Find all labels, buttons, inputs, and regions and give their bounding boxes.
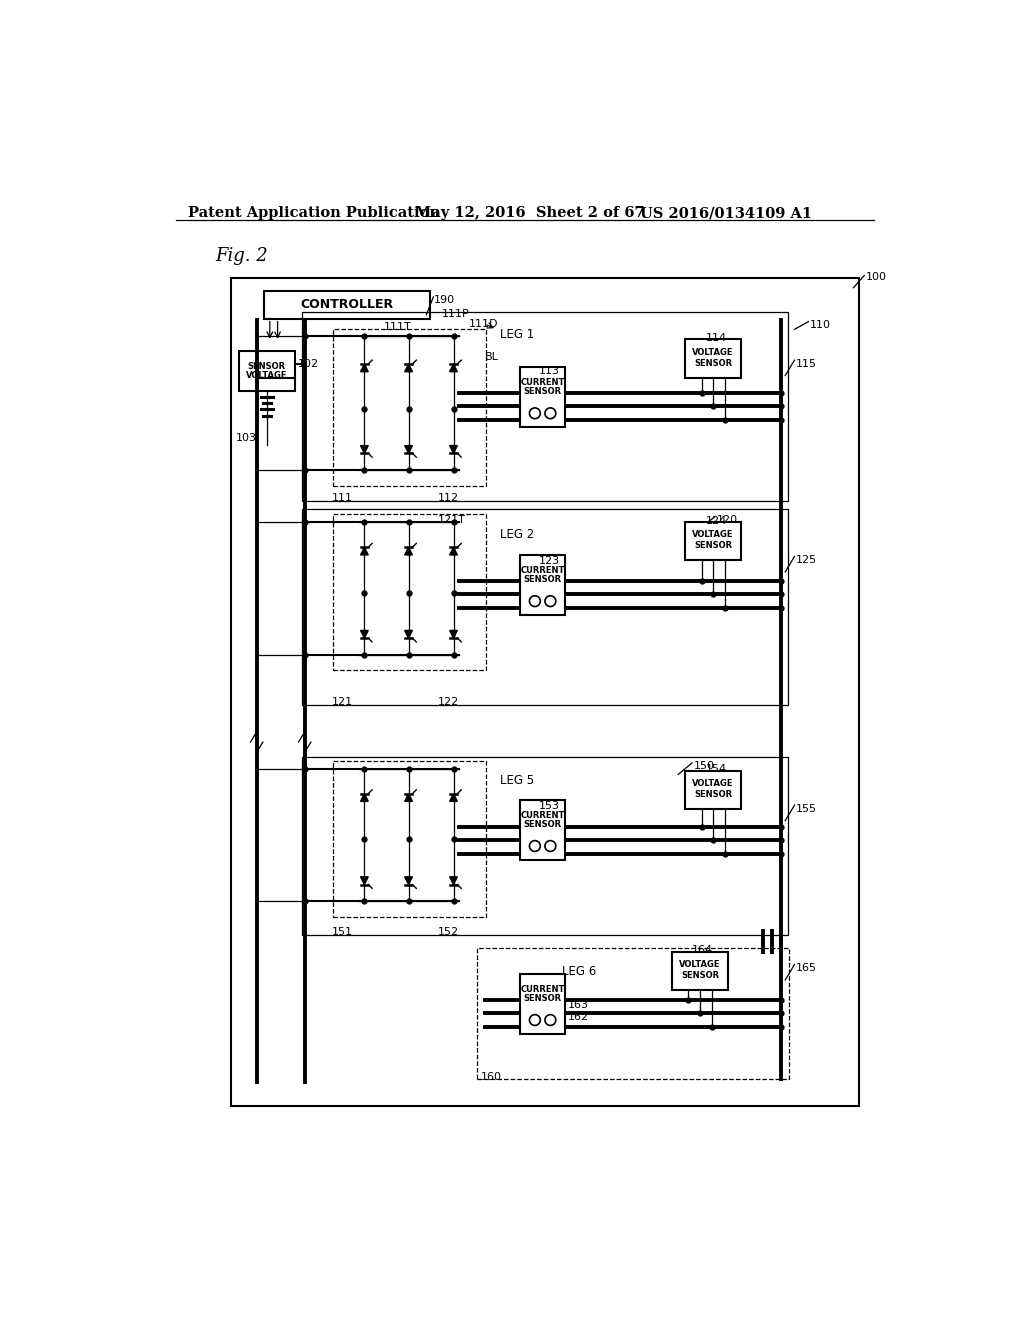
Text: May 12, 2016  Sheet 2 of 67: May 12, 2016 Sheet 2 of 67 <box>415 206 644 220</box>
Polygon shape <box>360 446 369 453</box>
Text: SENSOR: SENSOR <box>694 541 732 550</box>
Text: CURRENT: CURRENT <box>520 566 565 574</box>
Text: 111D: 111D <box>469 318 499 329</box>
Text: 102: 102 <box>298 359 318 368</box>
Bar <box>334 762 486 917</box>
Text: CONTROLLER: CONTROLLER <box>300 298 393 312</box>
Text: LEG 2: LEG 2 <box>500 528 535 541</box>
Polygon shape <box>360 364 369 372</box>
Polygon shape <box>450 364 458 372</box>
Polygon shape <box>404 364 413 372</box>
Polygon shape <box>404 631 413 638</box>
Bar <box>239 351 295 391</box>
Text: BL: BL <box>484 351 499 362</box>
Text: 155: 155 <box>796 804 817 813</box>
Polygon shape <box>450 631 458 638</box>
Text: 110: 110 <box>810 321 831 330</box>
Bar <box>334 515 486 671</box>
Text: 154: 154 <box>706 764 726 775</box>
Text: CURRENT: CURRENT <box>520 378 565 387</box>
Polygon shape <box>404 793 413 801</box>
Text: Fig. 2: Fig. 2 <box>215 247 267 265</box>
Bar <box>231 277 859 1106</box>
Text: CURRENT: CURRENT <box>520 985 565 994</box>
Text: 163: 163 <box>567 1001 589 1010</box>
Text: 151: 151 <box>332 927 353 937</box>
Text: VOLTAGE: VOLTAGE <box>692 348 734 356</box>
Text: 114: 114 <box>706 333 726 343</box>
Polygon shape <box>450 446 458 453</box>
Bar <box>685 771 741 809</box>
Bar <box>520 367 565 428</box>
Polygon shape <box>360 876 369 884</box>
Text: VOLTAGE: VOLTAGE <box>679 960 721 969</box>
Bar <box>520 800 565 859</box>
Text: 111: 111 <box>332 494 353 503</box>
Polygon shape <box>450 793 458 801</box>
Bar <box>302 758 788 935</box>
Polygon shape <box>404 548 413 554</box>
Text: 121: 121 <box>332 697 353 708</box>
Text: SENSOR: SENSOR <box>248 362 286 371</box>
Text: LEG 6: LEG 6 <box>562 965 596 978</box>
Text: 115: 115 <box>796 359 817 368</box>
Text: US 2016/0134109 A1: US 2016/0134109 A1 <box>640 206 812 220</box>
Polygon shape <box>450 876 458 884</box>
Text: 160: 160 <box>480 1072 502 1082</box>
Text: VOLTAGE: VOLTAGE <box>692 779 734 788</box>
Polygon shape <box>360 631 369 638</box>
Polygon shape <box>404 876 413 884</box>
Bar <box>263 290 430 318</box>
Text: SENSOR: SENSOR <box>681 972 719 979</box>
Text: 112: 112 <box>438 494 459 503</box>
Text: 100: 100 <box>866 272 887 282</box>
Text: SENSOR: SENSOR <box>523 387 562 396</box>
Bar <box>672 952 728 990</box>
Text: 165: 165 <box>796 964 817 973</box>
Text: 124: 124 <box>706 516 727 525</box>
Text: 120: 120 <box>717 515 738 525</box>
Text: LEG 5: LEG 5 <box>500 775 535 788</box>
Text: 150: 150 <box>693 762 715 771</box>
Text: Patent Application Publication: Patent Application Publication <box>188 206 440 220</box>
Text: VOLTAGE: VOLTAGE <box>246 371 288 380</box>
Polygon shape <box>404 446 413 453</box>
Text: SENSOR: SENSOR <box>523 576 562 583</box>
Polygon shape <box>450 548 458 554</box>
Text: 153: 153 <box>539 800 560 810</box>
Text: SENSOR: SENSOR <box>523 820 562 829</box>
Bar <box>685 521 741 561</box>
Text: SENSOR: SENSOR <box>523 994 562 1003</box>
Text: LEG 1: LEG 1 <box>500 327 535 341</box>
Text: 125: 125 <box>796 554 817 565</box>
Text: SENSOR: SENSOR <box>694 359 732 368</box>
Polygon shape <box>360 548 369 554</box>
Polygon shape <box>360 793 369 801</box>
Text: 121T: 121T <box>438 515 466 525</box>
Text: 111P: 111P <box>442 309 470 318</box>
Text: SENSOR: SENSOR <box>694 789 732 799</box>
Text: 122: 122 <box>438 697 459 708</box>
Bar <box>302 313 788 502</box>
Bar <box>334 329 486 486</box>
Text: 111T: 111T <box>384 322 412 331</box>
Bar <box>685 339 741 378</box>
Bar <box>477 948 790 1078</box>
Text: 190: 190 <box>434 296 456 305</box>
Text: 113: 113 <box>539 367 560 376</box>
Text: VOLTAGE: VOLTAGE <box>692 531 734 540</box>
Text: 123: 123 <box>539 556 560 566</box>
Text: CURRENT: CURRENT <box>520 810 565 820</box>
Text: 164: 164 <box>692 945 714 956</box>
Text: 162: 162 <box>567 1011 589 1022</box>
Bar <box>520 554 565 615</box>
Bar <box>302 508 788 705</box>
Bar <box>520 974 565 1034</box>
Text: 103: 103 <box>236 433 257 444</box>
Text: 152: 152 <box>438 927 459 937</box>
